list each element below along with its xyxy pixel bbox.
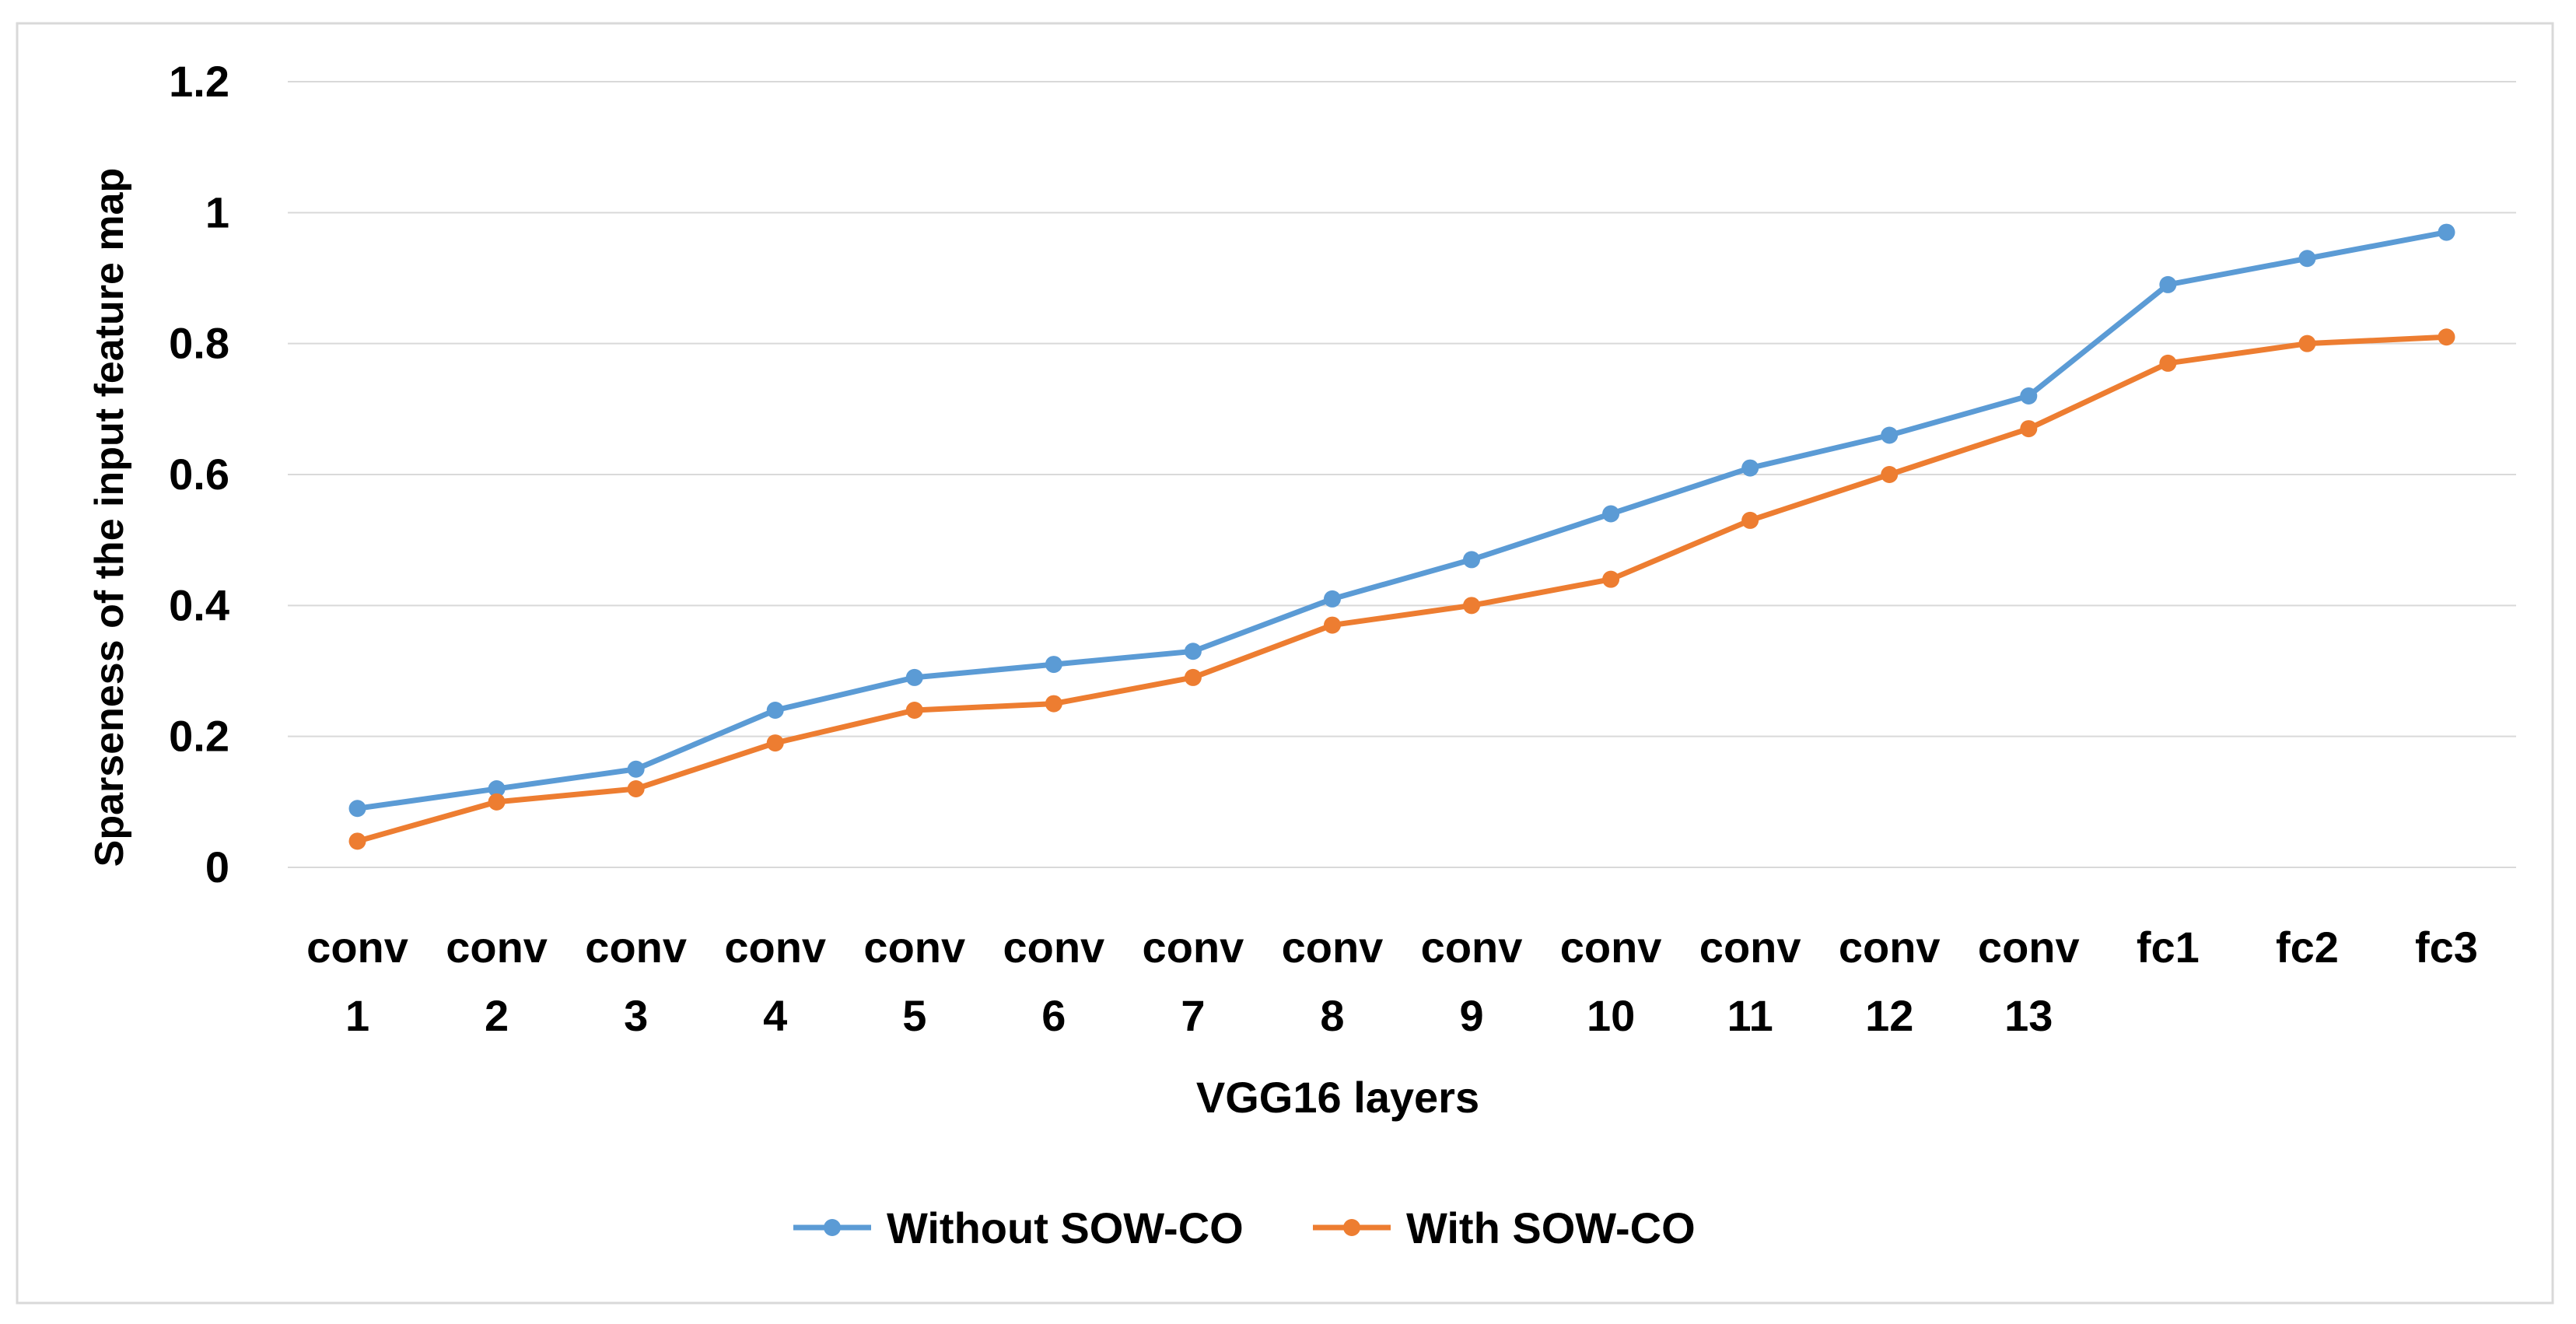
data-point [1045,695,1062,713]
x-category-label: conv [863,923,965,972]
y-tick-label: 0.4 [169,580,229,629]
data-point [1881,426,1899,444]
legend-label: With SOW-CO [1406,1203,1696,1252]
legend-item: With SOW-CO [1313,1203,1696,1252]
data-point [488,793,506,811]
gridlines [288,81,2516,868]
x-category-label: fc3 [2415,923,2478,972]
x-category-label: conv [1978,923,2080,972]
data-point [1741,459,1759,477]
x-category-label: 8 [1320,991,1344,1040]
data-point [1323,616,1341,634]
y-tick-label: 1 [205,187,229,236]
x-category-label: conv [446,923,548,972]
x-category-label: conv [1003,923,1104,972]
x-category-label: conv [585,923,687,972]
x-axis-title: VGG16 layers [1196,1073,1479,1122]
data-point [1741,511,1759,529]
data-point [1323,590,1341,608]
x-category-label: 1 [345,991,369,1040]
x-category-label: 7 [1181,991,1205,1040]
data-point [1881,466,1899,483]
x-category-label: 5 [902,991,926,1040]
data-point [766,734,784,752]
legend-swatch-marker [1343,1219,1360,1236]
x-category-label: 12 [1865,991,1913,1040]
x-category-label: conv [1699,923,1801,972]
data-point [905,668,923,686]
series-line [355,229,2449,811]
data-point [488,780,506,797]
y-tick-label: 0.8 [169,319,229,368]
data-point [2159,354,2177,372]
chart-border [16,22,2554,1305]
data-point [627,780,645,797]
legend-item: Without SOW-CO [793,1203,1244,1252]
x-category-label: 2 [485,991,509,1040]
series-2 [348,328,2455,850]
legend-label: Without SOW-CO [887,1203,1244,1252]
y-tick-label: 0 [205,842,229,891]
legend-swatch-marker [824,1219,841,1236]
data-point [627,760,645,778]
legend: Without SOW-CO With SOW-CO [793,1203,1696,1252]
x-category-label: 4 [763,991,787,1040]
x-category-label: conv [306,923,408,972]
x-axis-categories: conv 1 conv 2 conv 3 conv 4 conv 5 conv 6 conv 7 conv 8… [306,923,2478,1040]
x-category-label: 3 [624,991,648,1040]
x-category-label: conv [1282,923,1384,972]
data-point [1045,656,1062,674]
y-tick-label: 1.2 [169,57,229,106]
x-category-label: 6 [1041,991,1066,1040]
data-point [2438,223,2455,241]
x-category-label: conv [1421,923,1523,972]
series-1 [348,223,2455,818]
x-category-label: 11 [1727,991,1773,1040]
data-point [1602,570,1620,588]
data-point [1184,668,1202,686]
x-category-label: conv [1143,923,1244,972]
data-point [2020,387,2038,405]
x-category-label: conv [1839,923,1941,972]
data-point [348,800,366,818]
y-axis-ticks: 0 0.2 0.4 0.6 0.8 1 1.2 [169,57,229,891]
data-point [2298,335,2316,352]
x-category-label: fc2 [2276,923,2339,972]
y-tick-label: 0.6 [169,450,229,499]
y-tick-label: 0.2 [169,712,229,761]
data-point [1184,643,1202,660]
x-category-label: 10 [1587,991,1635,1040]
data-point [905,702,923,719]
data-point [2159,275,2177,293]
y-axis-title: Sparseness of the input feature map [87,168,132,867]
data-point [766,702,784,719]
x-category-label: fc1 [2137,923,2200,972]
x-category-label: conv [1560,923,1662,972]
data-point [2020,420,2038,438]
data-point [2298,250,2316,268]
data-point [2438,328,2455,346]
series-lines [348,223,2455,850]
data-point [348,832,366,850]
x-category-label: 13 [2004,991,2053,1040]
data-point [1463,551,1481,569]
series-line [355,334,2449,844]
data-point [1463,597,1481,615]
x-category-label: 9 [1459,991,1483,1040]
data-point [1602,505,1620,523]
x-category-label: conv [724,923,826,972]
